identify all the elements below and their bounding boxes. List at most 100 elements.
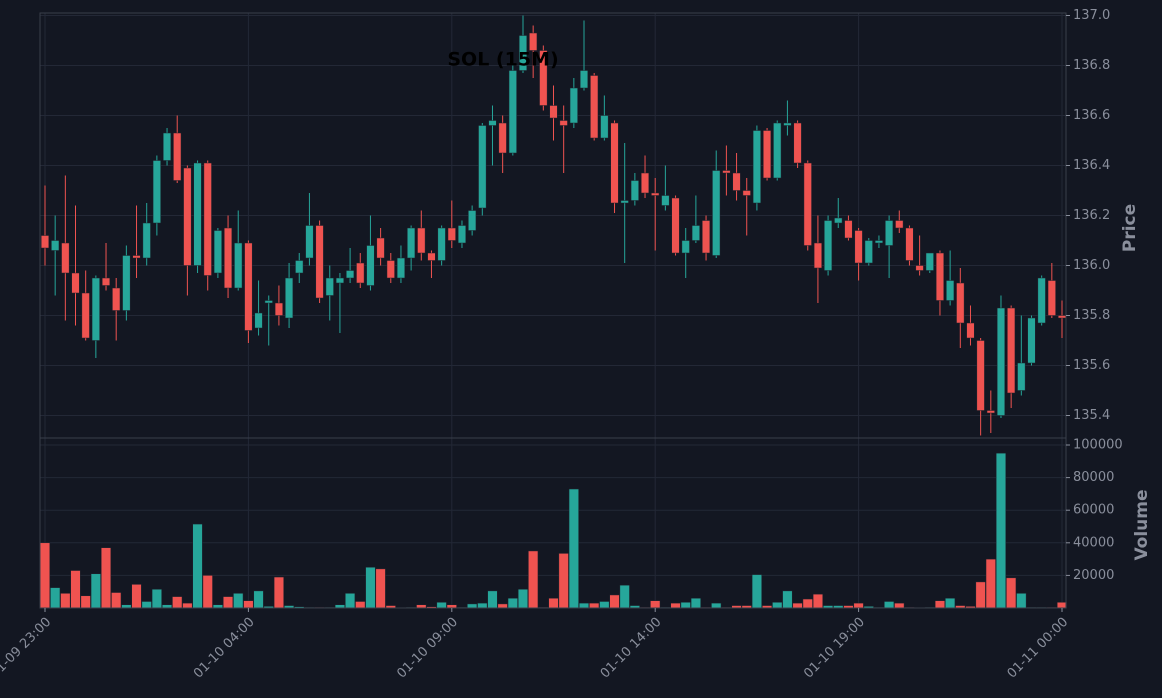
candle-body xyxy=(71,272,80,294)
volume-bar xyxy=(751,574,762,609)
candle-body xyxy=(763,130,772,179)
candle-body xyxy=(325,277,334,296)
candle-body xyxy=(417,227,426,254)
candle-body xyxy=(549,105,558,119)
candle-body xyxy=(335,277,344,284)
candle-body xyxy=(722,170,731,174)
volume-bar xyxy=(995,452,1007,609)
candle-body xyxy=(824,220,833,271)
candle-body xyxy=(91,277,100,341)
candle-body xyxy=(620,200,629,204)
candle-body xyxy=(671,197,680,254)
volume-bar xyxy=(782,590,793,609)
volume-bar xyxy=(812,593,823,609)
volume-bar xyxy=(975,581,986,609)
candle-body xyxy=(254,312,263,329)
candle-body xyxy=(915,265,924,271)
candle-body xyxy=(427,252,436,261)
volume-bar xyxy=(1056,602,1068,609)
candle-body xyxy=(996,307,1006,416)
y2-tick-label: 100000 xyxy=(1073,438,1123,453)
candle-body xyxy=(966,322,975,339)
volume-bar xyxy=(507,597,518,609)
candle-body xyxy=(457,225,467,244)
candle-body xyxy=(203,162,212,276)
volume-bar xyxy=(1006,577,1017,609)
candle-body xyxy=(173,132,182,181)
candle-body xyxy=(518,35,528,71)
volume-bar xyxy=(70,570,81,609)
y-tick-label: 136.6 xyxy=(1073,108,1110,123)
volume-bar xyxy=(182,602,193,609)
volume-bar xyxy=(100,547,112,609)
volume-bar xyxy=(934,600,946,609)
volume-bar xyxy=(39,542,51,609)
candle-body xyxy=(101,277,111,286)
candle-body xyxy=(1047,280,1056,316)
candle-body xyxy=(691,225,700,241)
candle-body xyxy=(844,220,853,239)
volume-bar xyxy=(436,602,447,609)
candle-body xyxy=(468,210,477,231)
volume-bar xyxy=(517,589,529,609)
candle-body xyxy=(854,230,863,264)
y-tick-label: 136.8 xyxy=(1073,58,1110,73)
volume-bar xyxy=(1016,593,1027,609)
volume-bar xyxy=(690,597,701,609)
y-tick-label: 135.8 xyxy=(1073,308,1110,323)
volume-bar xyxy=(243,600,254,609)
candle-body xyxy=(610,122,619,204)
candle-body xyxy=(264,300,273,304)
candle-body xyxy=(508,70,517,154)
candle-body xyxy=(935,252,945,301)
candle-body xyxy=(213,230,222,274)
candle-body xyxy=(1037,277,1046,324)
candle-body xyxy=(600,115,609,139)
volume-bar xyxy=(253,590,264,609)
y-axis-label: Price xyxy=(1120,204,1140,252)
volume-bar xyxy=(131,584,142,609)
candle-body xyxy=(244,242,253,331)
candle-body xyxy=(1017,362,1026,391)
candle-body xyxy=(1027,317,1036,364)
candle-body xyxy=(447,227,456,241)
volume-bar xyxy=(467,603,478,609)
candle-body xyxy=(498,122,507,154)
y-tick-label: 135.6 xyxy=(1073,358,1110,373)
candle-body xyxy=(51,240,60,251)
candle-body xyxy=(559,120,568,126)
candle-body xyxy=(274,302,283,316)
volume-bar xyxy=(945,597,956,609)
candle-body xyxy=(529,32,538,51)
candle-body xyxy=(1057,315,1067,319)
candle-body xyxy=(539,50,548,106)
candle-body xyxy=(885,220,894,246)
volume-bar xyxy=(558,553,569,609)
volume-bar xyxy=(141,601,152,609)
volume-bar xyxy=(884,601,895,609)
candle-body xyxy=(946,280,955,301)
candle-body xyxy=(640,172,650,194)
volume-bar xyxy=(365,567,376,609)
candle-body xyxy=(1007,307,1016,394)
volume-bar xyxy=(589,602,600,609)
volume-bar xyxy=(192,523,203,609)
candle-body xyxy=(681,240,690,254)
candle-body xyxy=(305,225,314,259)
y-tick-label: 136.4 xyxy=(1073,158,1110,173)
volume-bar xyxy=(497,603,508,609)
volume-bar xyxy=(802,598,813,609)
volume-bar xyxy=(670,602,681,609)
candle-body xyxy=(905,227,914,261)
volume-bar xyxy=(50,587,61,609)
candle-body xyxy=(285,277,294,319)
candle-body xyxy=(61,242,70,274)
candle-body xyxy=(478,125,487,209)
candle-body xyxy=(895,220,904,229)
candle-body xyxy=(234,242,243,289)
volume-bar xyxy=(985,558,996,609)
volume-bar xyxy=(375,568,386,609)
candle-body xyxy=(651,192,660,196)
